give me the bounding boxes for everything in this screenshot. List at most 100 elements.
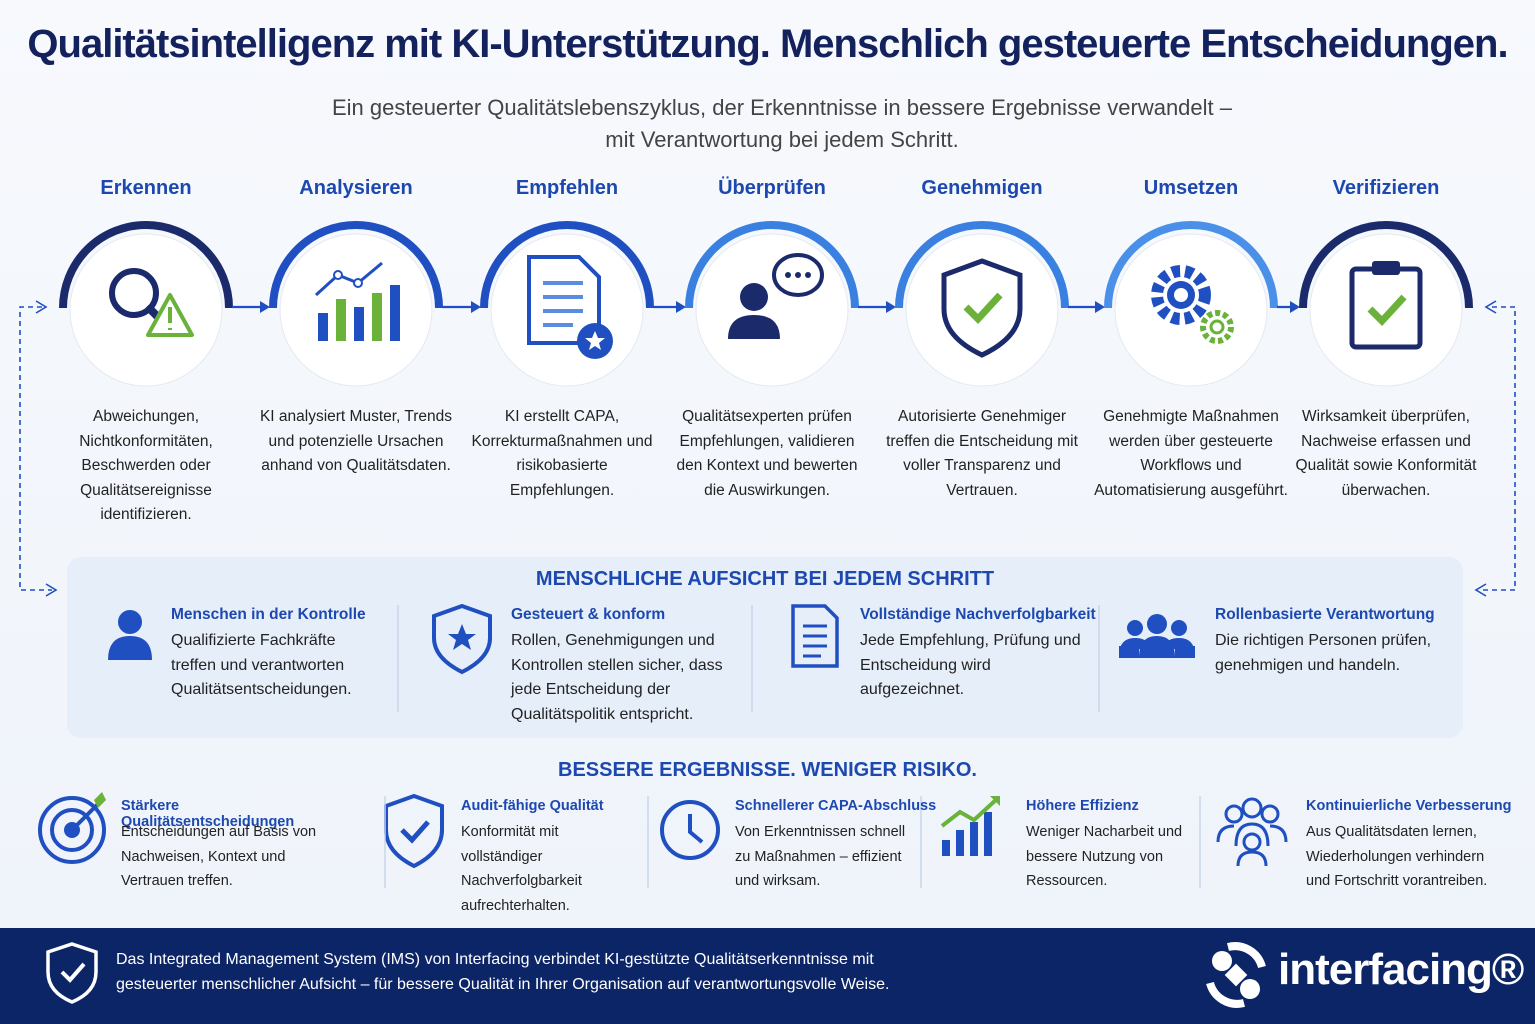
step-arrow bbox=[858, 301, 896, 313]
icon-part bbox=[1224, 804, 1244, 824]
icon-part bbox=[785, 272, 791, 278]
icon-part bbox=[67, 557, 1463, 738]
title: Qualitätsintelligenz mit KI-Unterstützun… bbox=[27, 22, 1508, 66]
icon-part bbox=[956, 830, 964, 856]
footer-band bbox=[0, 928, 1535, 1024]
oversight-item-title: Gesteuert & konform bbox=[511, 606, 666, 623]
benefit-text: Konformität mit vollständiger Nachverfol… bbox=[461, 824, 582, 914]
oversight-item-title: Vollständige Nachverfolgbarkeit bbox=[860, 606, 1096, 623]
icon-part bbox=[1104, 221, 1278, 309]
icon-part bbox=[886, 301, 896, 313]
step-label: Erkennen bbox=[100, 177, 192, 199]
step-icon bbox=[109, 268, 194, 337]
icon-part bbox=[1174, 288, 1188, 302]
icon-part bbox=[372, 293, 382, 341]
step-label: Empfehlen bbox=[515, 177, 619, 199]
icon-part bbox=[990, 796, 1000, 806]
icon-part bbox=[1119, 646, 1139, 658]
loop-lines bbox=[19, 300, 1516, 597]
icon-part bbox=[333, 270, 343, 280]
icon-part bbox=[1474, 583, 1487, 597]
icon-part bbox=[1139, 636, 1175, 658]
icon-part bbox=[740, 283, 768, 311]
icon-part bbox=[318, 313, 328, 341]
icon-part bbox=[1484, 300, 1497, 314]
benefit-icon bbox=[940, 796, 1000, 856]
step-arrow bbox=[232, 301, 270, 313]
icon-part bbox=[660, 800, 720, 860]
icon-part bbox=[269, 221, 443, 309]
icon-part bbox=[336, 299, 346, 341]
benefit-icon bbox=[660, 800, 720, 860]
icon-part bbox=[70, 802, 100, 832]
step-arrow bbox=[1068, 301, 1105, 313]
icon-part bbox=[432, 603, 492, 675]
icon-part bbox=[1242, 832, 1262, 852]
icon-part bbox=[805, 272, 811, 278]
benefit-icon bbox=[1216, 797, 1288, 867]
icon-part bbox=[1127, 620, 1143, 636]
icon-part bbox=[384, 793, 444, 869]
step-arrow bbox=[653, 301, 686, 313]
oversight-title: MENSCHLICHE AUFSICHT BEI JEDEM SCHRITT bbox=[535, 568, 995, 590]
icon-part bbox=[480, 221, 654, 309]
icon-part bbox=[941, 258, 1023, 358]
oversight-item-text: Rollen, Genehmigungen und Kontrollen ste… bbox=[511, 632, 723, 723]
icon-part bbox=[108, 636, 152, 660]
oversight-item-title: Rollenbasierte Verantwortung bbox=[1215, 606, 1435, 623]
icon-part bbox=[390, 285, 400, 341]
icon-part bbox=[118, 610, 142, 634]
icon-part bbox=[1480, 306, 1516, 591]
icon-part bbox=[585, 331, 605, 350]
step-icon bbox=[941, 258, 1023, 358]
icon-part bbox=[38, 796, 106, 864]
step-text: Qualitätsexperten prüfen Empfehlungen, v… bbox=[676, 408, 858, 499]
step-icon bbox=[1151, 265, 1234, 344]
step-label: Verifizieren bbox=[1332, 177, 1440, 199]
oversight-item-title: Menschen in der Kontrolle bbox=[171, 606, 366, 623]
step-ring bbox=[685, 221, 859, 387]
icon-part bbox=[1372, 261, 1400, 275]
icon-part bbox=[1260, 804, 1280, 824]
icon-part bbox=[1206, 942, 1266, 1008]
icon-part bbox=[695, 233, 849, 387]
icon-part bbox=[1151, 265, 1211, 325]
icon-part bbox=[527, 255, 601, 345]
icon-part bbox=[1175, 646, 1195, 658]
oversight-icon bbox=[791, 604, 839, 668]
icon-part bbox=[46, 942, 98, 1004]
icon-part bbox=[1119, 638, 1195, 656]
icon-part bbox=[1236, 850, 1268, 867]
step-label: Umsetzen bbox=[1143, 177, 1239, 199]
benefit-text: Aus Qualitätsdaten lernen, Wiederholunge… bbox=[1306, 824, 1488, 889]
step-icon bbox=[1349, 261, 1423, 350]
step-text: Abweichungen, Nichtkonformitäten, Beschw… bbox=[79, 408, 213, 523]
step-text: Genehmigte Maßnahmen werden über gesteue… bbox=[1094, 408, 1288, 499]
icon-part bbox=[688, 814, 704, 844]
icon-part bbox=[471, 301, 481, 313]
icon-part bbox=[1349, 266, 1423, 350]
icon-part bbox=[1241, 797, 1263, 819]
step-text: Wirksamkeit überprüfen, Nachweise erfass… bbox=[1295, 408, 1477, 499]
icon-part bbox=[60, 962, 86, 983]
icon-part bbox=[1299, 221, 1473, 309]
icon-part bbox=[1216, 822, 1288, 847]
icon-part bbox=[45, 583, 58, 597]
step-arrow bbox=[442, 301, 481, 313]
icon-part bbox=[728, 315, 780, 339]
oversight-item-text: Die richtigen Personen prüfen, genehmige… bbox=[1215, 632, 1432, 674]
icon-part bbox=[353, 278, 363, 288]
icon-part bbox=[676, 301, 686, 313]
icon-part bbox=[354, 307, 364, 341]
oversight-panel bbox=[67, 557, 1463, 738]
icon-part bbox=[895, 221, 1069, 309]
icon-part bbox=[1212, 951, 1232, 971]
step-ring bbox=[1104, 221, 1278, 387]
icon-part bbox=[963, 292, 1003, 325]
step-text: KI erstellt CAPA, Korrekturmaßnahmen und… bbox=[471, 408, 653, 499]
icon-part bbox=[1290, 301, 1300, 313]
oversight-icon bbox=[432, 603, 492, 675]
benefit-title: Schnellerer CAPA-Abschluss bbox=[735, 798, 937, 814]
